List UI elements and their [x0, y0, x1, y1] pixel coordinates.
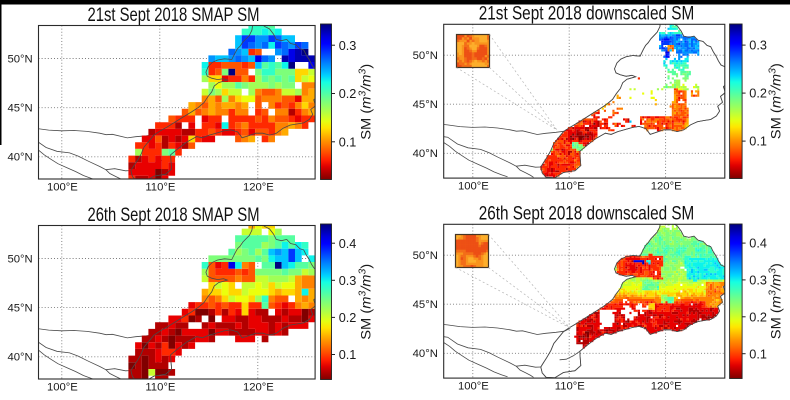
svg-text:100°E: 100°E — [47, 381, 78, 393]
svg-text:21st Sept 2018 downscaled SM: 21st Sept 2018 downscaled SM — [479, 4, 695, 25]
svg-text:50°N: 50°N — [413, 250, 438, 262]
svg-text:45°N: 45°N — [413, 299, 438, 311]
svg-text:0.1: 0.1 — [339, 135, 357, 149]
svg-text:0.2: 0.2 — [339, 311, 357, 325]
svg-text:0.3: 0.3 — [749, 274, 767, 288]
svg-text:40°N: 40°N — [413, 348, 438, 360]
svg-text:50°N: 50°N — [413, 50, 438, 62]
svg-text:0.4: 0.4 — [339, 237, 357, 251]
svg-text:120°E: 120°E — [651, 381, 682, 393]
svg-text:SM (m3/m3): SM (m3/m3) — [358, 64, 374, 140]
svg-text:100°E: 100°E — [458, 181, 489, 193]
svg-text:SM (m3/m3): SM (m3/m3) — [768, 63, 784, 139]
svg-text:45°N: 45°N — [7, 303, 32, 315]
svg-text:26th Sept 2018 downscaled SM: 26th Sept 2018 downscaled SM — [479, 204, 695, 225]
svg-text:0.1: 0.1 — [339, 348, 357, 362]
svg-text:100°E: 100°E — [458, 381, 489, 393]
svg-text:100°E: 100°E — [47, 181, 78, 193]
svg-text:0.3: 0.3 — [339, 274, 357, 288]
svg-text:SM (m3/m3): SM (m3/m3) — [768, 263, 784, 339]
svg-text:45°N: 45°N — [413, 99, 438, 111]
svg-text:0.3: 0.3 — [749, 39, 767, 53]
svg-text:110°E: 110°E — [555, 381, 586, 393]
svg-text:0.2: 0.2 — [749, 310, 767, 324]
svg-text:SM (m3/m3): SM (m3/m3) — [358, 264, 374, 340]
svg-text:120°E: 120°E — [651, 181, 682, 193]
svg-text:0.2: 0.2 — [339, 87, 357, 101]
svg-text:40°N: 40°N — [413, 148, 438, 160]
svg-text:40°N: 40°N — [7, 152, 32, 164]
svg-text:110°E: 110°E — [555, 181, 586, 193]
svg-text:110°E: 110°E — [145, 381, 176, 393]
svg-text:0.1: 0.1 — [749, 347, 767, 361]
svg-text:120°E: 120°E — [243, 181, 274, 193]
svg-text:50°N: 50°N — [7, 253, 32, 265]
svg-text:21st Sept 2018 SMAP SM: 21st Sept 2018 SMAP SM — [88, 5, 260, 26]
svg-text:0.4: 0.4 — [749, 237, 767, 251]
svg-text:0.3: 0.3 — [339, 39, 357, 53]
svg-text:110°E: 110°E — [145, 181, 176, 193]
svg-text:26th Sept 2018 SMAP SM: 26th Sept 2018 SMAP SM — [88, 205, 260, 226]
svg-text:50°N: 50°N — [7, 53, 32, 65]
svg-text:120°E: 120°E — [243, 381, 274, 393]
svg-text:40°N: 40°N — [7, 352, 32, 364]
svg-text:45°N: 45°N — [7, 103, 32, 115]
svg-text:0.2: 0.2 — [749, 87, 767, 101]
svg-text:0.1: 0.1 — [749, 135, 767, 149]
